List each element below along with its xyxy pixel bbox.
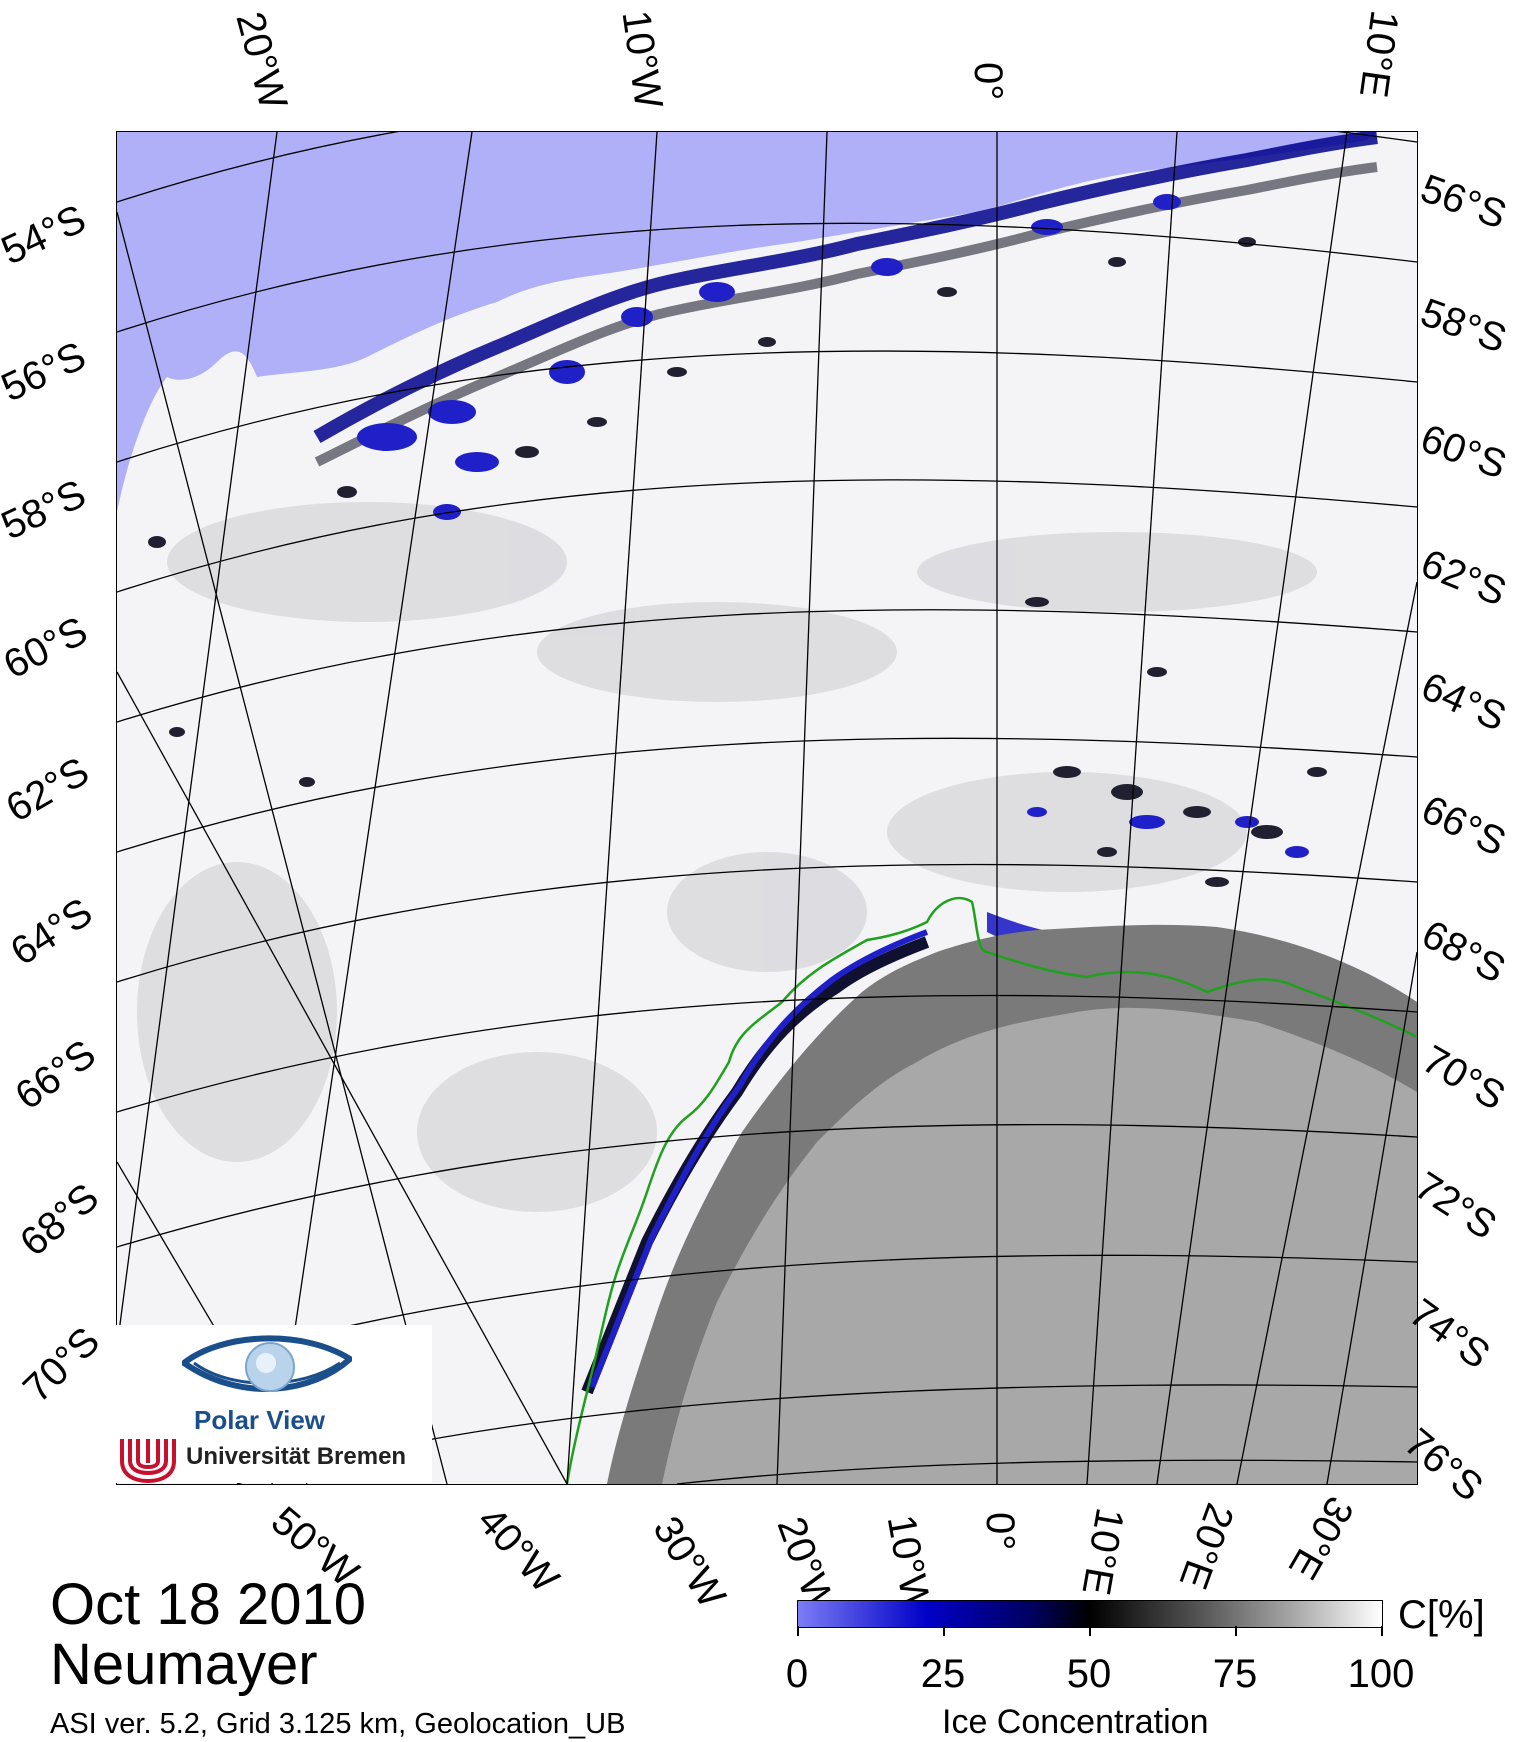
colorbar-tick-label: 75 xyxy=(1212,1652,1258,1696)
left-lat-label-62s: 62°S xyxy=(0,749,97,831)
university-name: Universität Bremen xyxy=(186,1443,407,1470)
eye-globe-icon xyxy=(182,1335,352,1392)
colorbar-tick xyxy=(1235,1626,1237,1636)
left-lat-label-68s: 68°S xyxy=(12,1175,108,1265)
left-lat-label-58s: 58°S xyxy=(0,471,93,549)
map-date: Oct 18 2010 xyxy=(50,1572,366,1637)
coastline xyxy=(565,896,1417,1484)
colorbar-tick-label: 50 xyxy=(1066,1652,1112,1696)
left-lat-label-54s: 54°S xyxy=(0,196,93,274)
ice-concentration-colorbar xyxy=(797,1600,1383,1628)
left-lat-label-66s: 66°S xyxy=(7,1031,104,1119)
top-lon-label-10e: 10°E xyxy=(1350,7,1407,101)
right-lat-label-58s: 58°S xyxy=(1415,290,1513,362)
algorithm-info: ASI ver. 5.2, Grid 3.125 km, Geolocation… xyxy=(50,1708,626,1740)
right-lat-label-60s: 60°S xyxy=(1415,416,1513,488)
top-lon-label-0: 0° xyxy=(966,62,1010,101)
bottom-lon-label-30w: 30°W xyxy=(644,1508,734,1616)
colorbar-tick-label: 0 xyxy=(785,1652,809,1696)
left-lat-label-60s: 60°S xyxy=(0,608,95,688)
top-lon-label-20w: 20°W xyxy=(227,7,296,114)
left-lat-label-64s: 64°S xyxy=(3,889,101,975)
ice-texture xyxy=(137,502,1317,1212)
station-name: Neumayer xyxy=(50,1632,318,1697)
open-water xyxy=(117,132,1377,512)
left-lat-label-56s: 56°S xyxy=(0,333,93,411)
top-lon-label-10w: 10°W xyxy=(613,7,671,112)
right-lat-label-70s: 70°S xyxy=(1414,1037,1513,1119)
polar-view-logo: Polar View Universität Bremen xyxy=(116,1325,432,1483)
right-lat-label-64s: 64°S xyxy=(1414,664,1513,740)
colorbar-unit: C[%] xyxy=(1398,1593,1485,1637)
right-lat-label-68s: 68°S xyxy=(1414,912,1513,992)
land-area xyxy=(662,1007,1417,1484)
right-lat-label-72s: 72°S xyxy=(1407,1163,1505,1249)
bottom-lon-label-30e: 30°E xyxy=(1280,1489,1362,1587)
colorbar-tick xyxy=(1381,1626,1383,1636)
right-lat-label-76s: 76°S xyxy=(1396,1420,1492,1510)
logo-title: Polar View xyxy=(194,1405,326,1435)
bottom-lon-label-0: 0° xyxy=(978,1512,1022,1551)
university-crest-icon xyxy=(120,1439,176,1483)
map-panel xyxy=(116,131,1418,1485)
bottom-lon-label-10e: 10°E xyxy=(1073,1504,1132,1599)
right-lat-label-56s: 56°S xyxy=(1415,166,1513,238)
colorbar-tick xyxy=(797,1626,799,1636)
bottom-lon-label-40w: 40°W xyxy=(468,1498,568,1602)
right-lat-label-66s: 66°S xyxy=(1414,787,1513,865)
bottom-lon-label-20e: 20°E xyxy=(1170,1497,1242,1595)
colorbar-label: Ice Concentration xyxy=(942,1703,1209,1741)
left-lat-label-70s: 70°S xyxy=(14,1318,109,1412)
sea-ice-map xyxy=(117,132,1417,1484)
colorbar-tick xyxy=(943,1626,945,1636)
colorbar-tick xyxy=(1089,1626,1091,1636)
colorbar-tick-label: 25 xyxy=(920,1652,966,1696)
colorbar-tick-label: 100 xyxy=(1347,1652,1415,1696)
polynya-cluster xyxy=(1025,597,1327,887)
right-lat-label-62s: 62°S xyxy=(1414,541,1513,615)
